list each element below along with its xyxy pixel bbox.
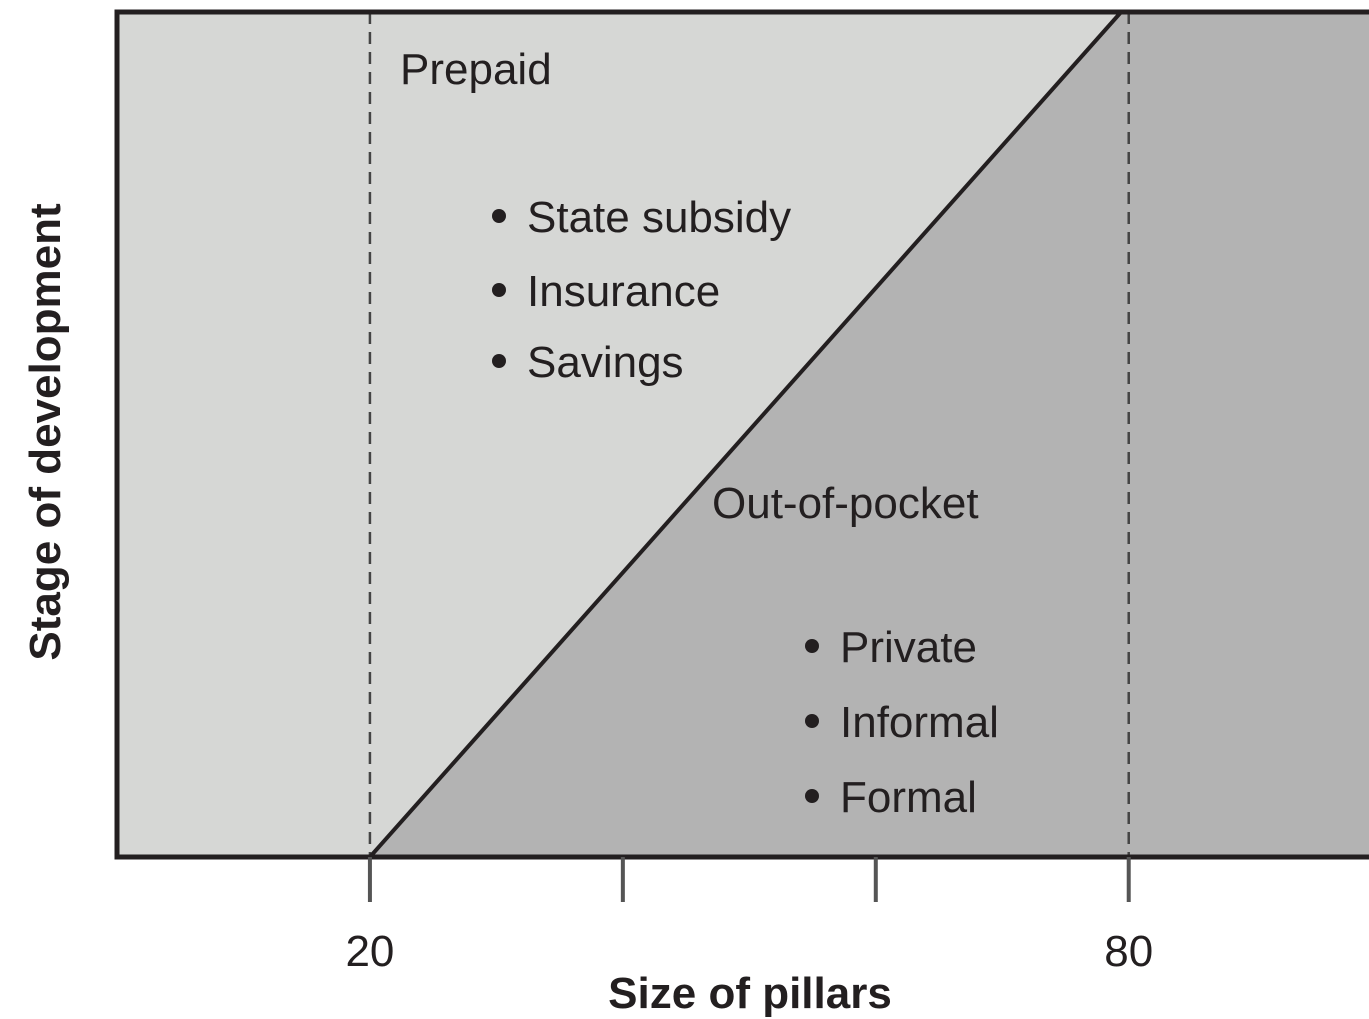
bullet xyxy=(805,789,819,803)
bullet xyxy=(492,209,506,223)
bullet xyxy=(805,639,819,653)
region-fill xyxy=(369,12,1369,857)
region-item: Informal xyxy=(840,698,999,747)
region-item: Insurance xyxy=(527,267,720,316)
x-axis-label: Size of pillars xyxy=(608,969,892,1018)
y-axis-label: Stage of development xyxy=(21,203,70,661)
plot-frame xyxy=(114,9,1369,860)
x-tick-label: 80 xyxy=(1104,927,1153,976)
region-label: Out-of-pocket xyxy=(712,479,979,528)
x-tick-label: 20 xyxy=(345,927,394,976)
region-item: Savings xyxy=(527,338,684,387)
region-label: Prepaid xyxy=(400,45,552,94)
region-item: Private xyxy=(840,623,977,672)
bullet xyxy=(492,283,506,297)
bullet xyxy=(492,354,506,368)
boundary-line xyxy=(368,10,1123,859)
region-item: State subsidy xyxy=(527,193,791,242)
region-item: Formal xyxy=(840,773,977,822)
bullet xyxy=(805,714,819,728)
